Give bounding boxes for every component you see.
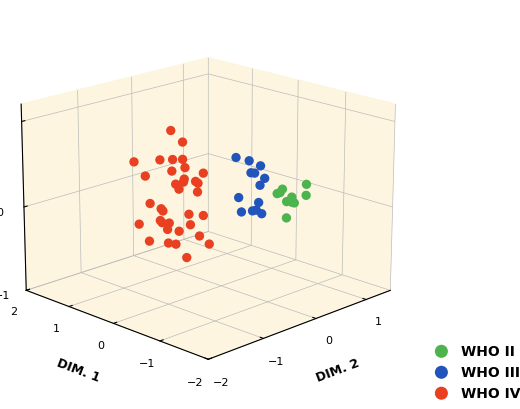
Legend: WHO II, WHO III, WHO IV: WHO II, WHO III, WHO IV	[427, 344, 520, 400]
X-axis label: DIM. 2: DIM. 2	[315, 355, 361, 384]
Y-axis label: DIM. 1: DIM. 1	[55, 355, 102, 384]
